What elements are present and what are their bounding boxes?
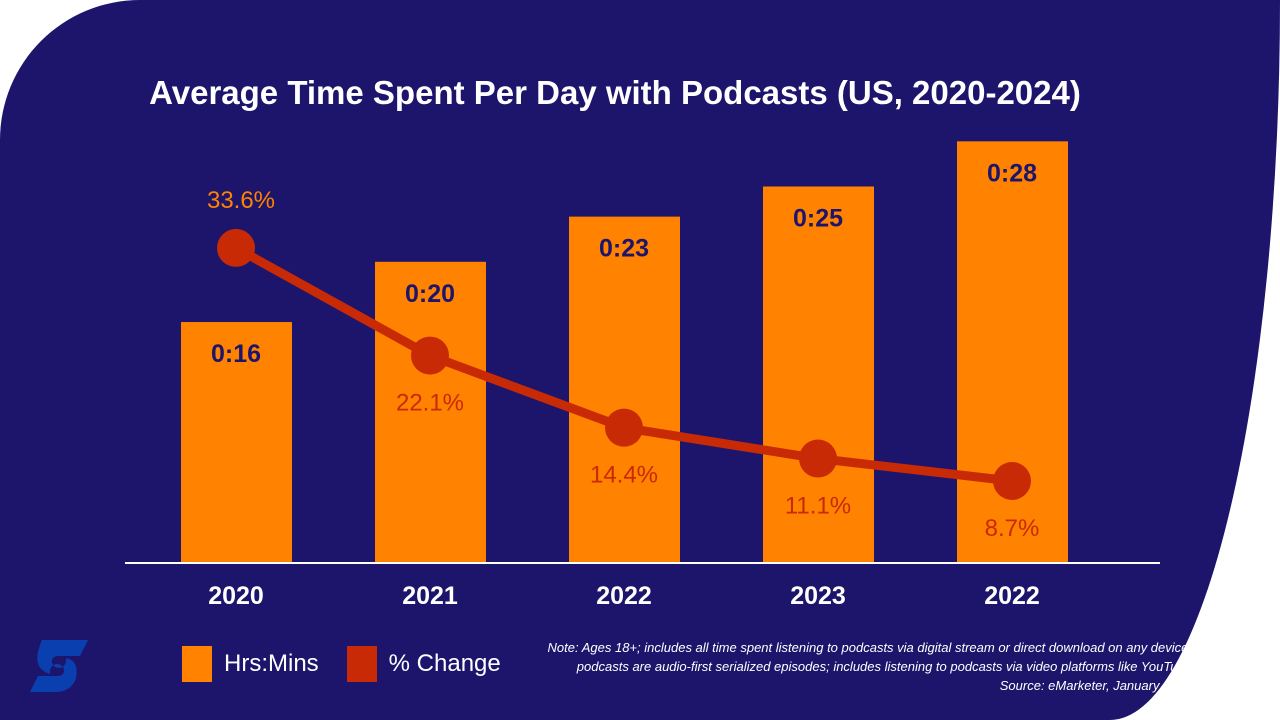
bar-value-label: 0:23 (599, 235, 649, 263)
bar (375, 261, 486, 563)
line-point (993, 462, 1031, 500)
legend: Hrs:Mins % Change (182, 646, 501, 682)
line-point (605, 408, 643, 447)
legend-label-bar: Hrs:Mins (224, 650, 319, 677)
bar-value-label: 0:25 (793, 205, 843, 233)
bar-value-label: 0:16 (211, 340, 261, 368)
line-value-label: 22.1% (396, 390, 464, 417)
note-line-1: Note: Ages 18+; includes all time spent … (547, 640, 1192, 655)
chart-title: Average Time Spent Per Day with Podcasts… (149, 74, 1081, 111)
line-value-label: 14.4% (590, 462, 658, 489)
line-point (411, 336, 449, 375)
logo-icon (28, 638, 92, 699)
bar-value-label: 0:20 (405, 280, 455, 308)
note-line-2: podcasts are audio-first serialized epis… (576, 659, 1192, 674)
legend-swatch-line (346, 646, 377, 682)
legend-label-line: % Change (388, 650, 501, 677)
line-value-label: 8.7% (985, 515, 1040, 542)
bar-value-label: 0:28 (987, 159, 1037, 187)
x-tick-label: 2020 (208, 582, 264, 610)
line-value-label: 33.6% (207, 187, 275, 214)
line-point (799, 439, 837, 478)
bar (181, 322, 292, 563)
footnote: Note: Ages 18+; includes all time spent … (548, 638, 1192, 695)
line-point (217, 228, 255, 267)
bar (569, 216, 680, 563)
x-tick-label: 2022 (984, 582, 1040, 610)
bar (763, 186, 874, 563)
x-tick-label: 2022 (596, 582, 652, 610)
x-tick-label: 2023 (790, 582, 846, 610)
source-line: Source: eMarketer, January 2023 (999, 678, 1192, 693)
x-tick-label: 2021 (402, 582, 458, 610)
legend-swatch-bar (182, 646, 212, 682)
line-value-label: 11.1% (785, 493, 851, 520)
